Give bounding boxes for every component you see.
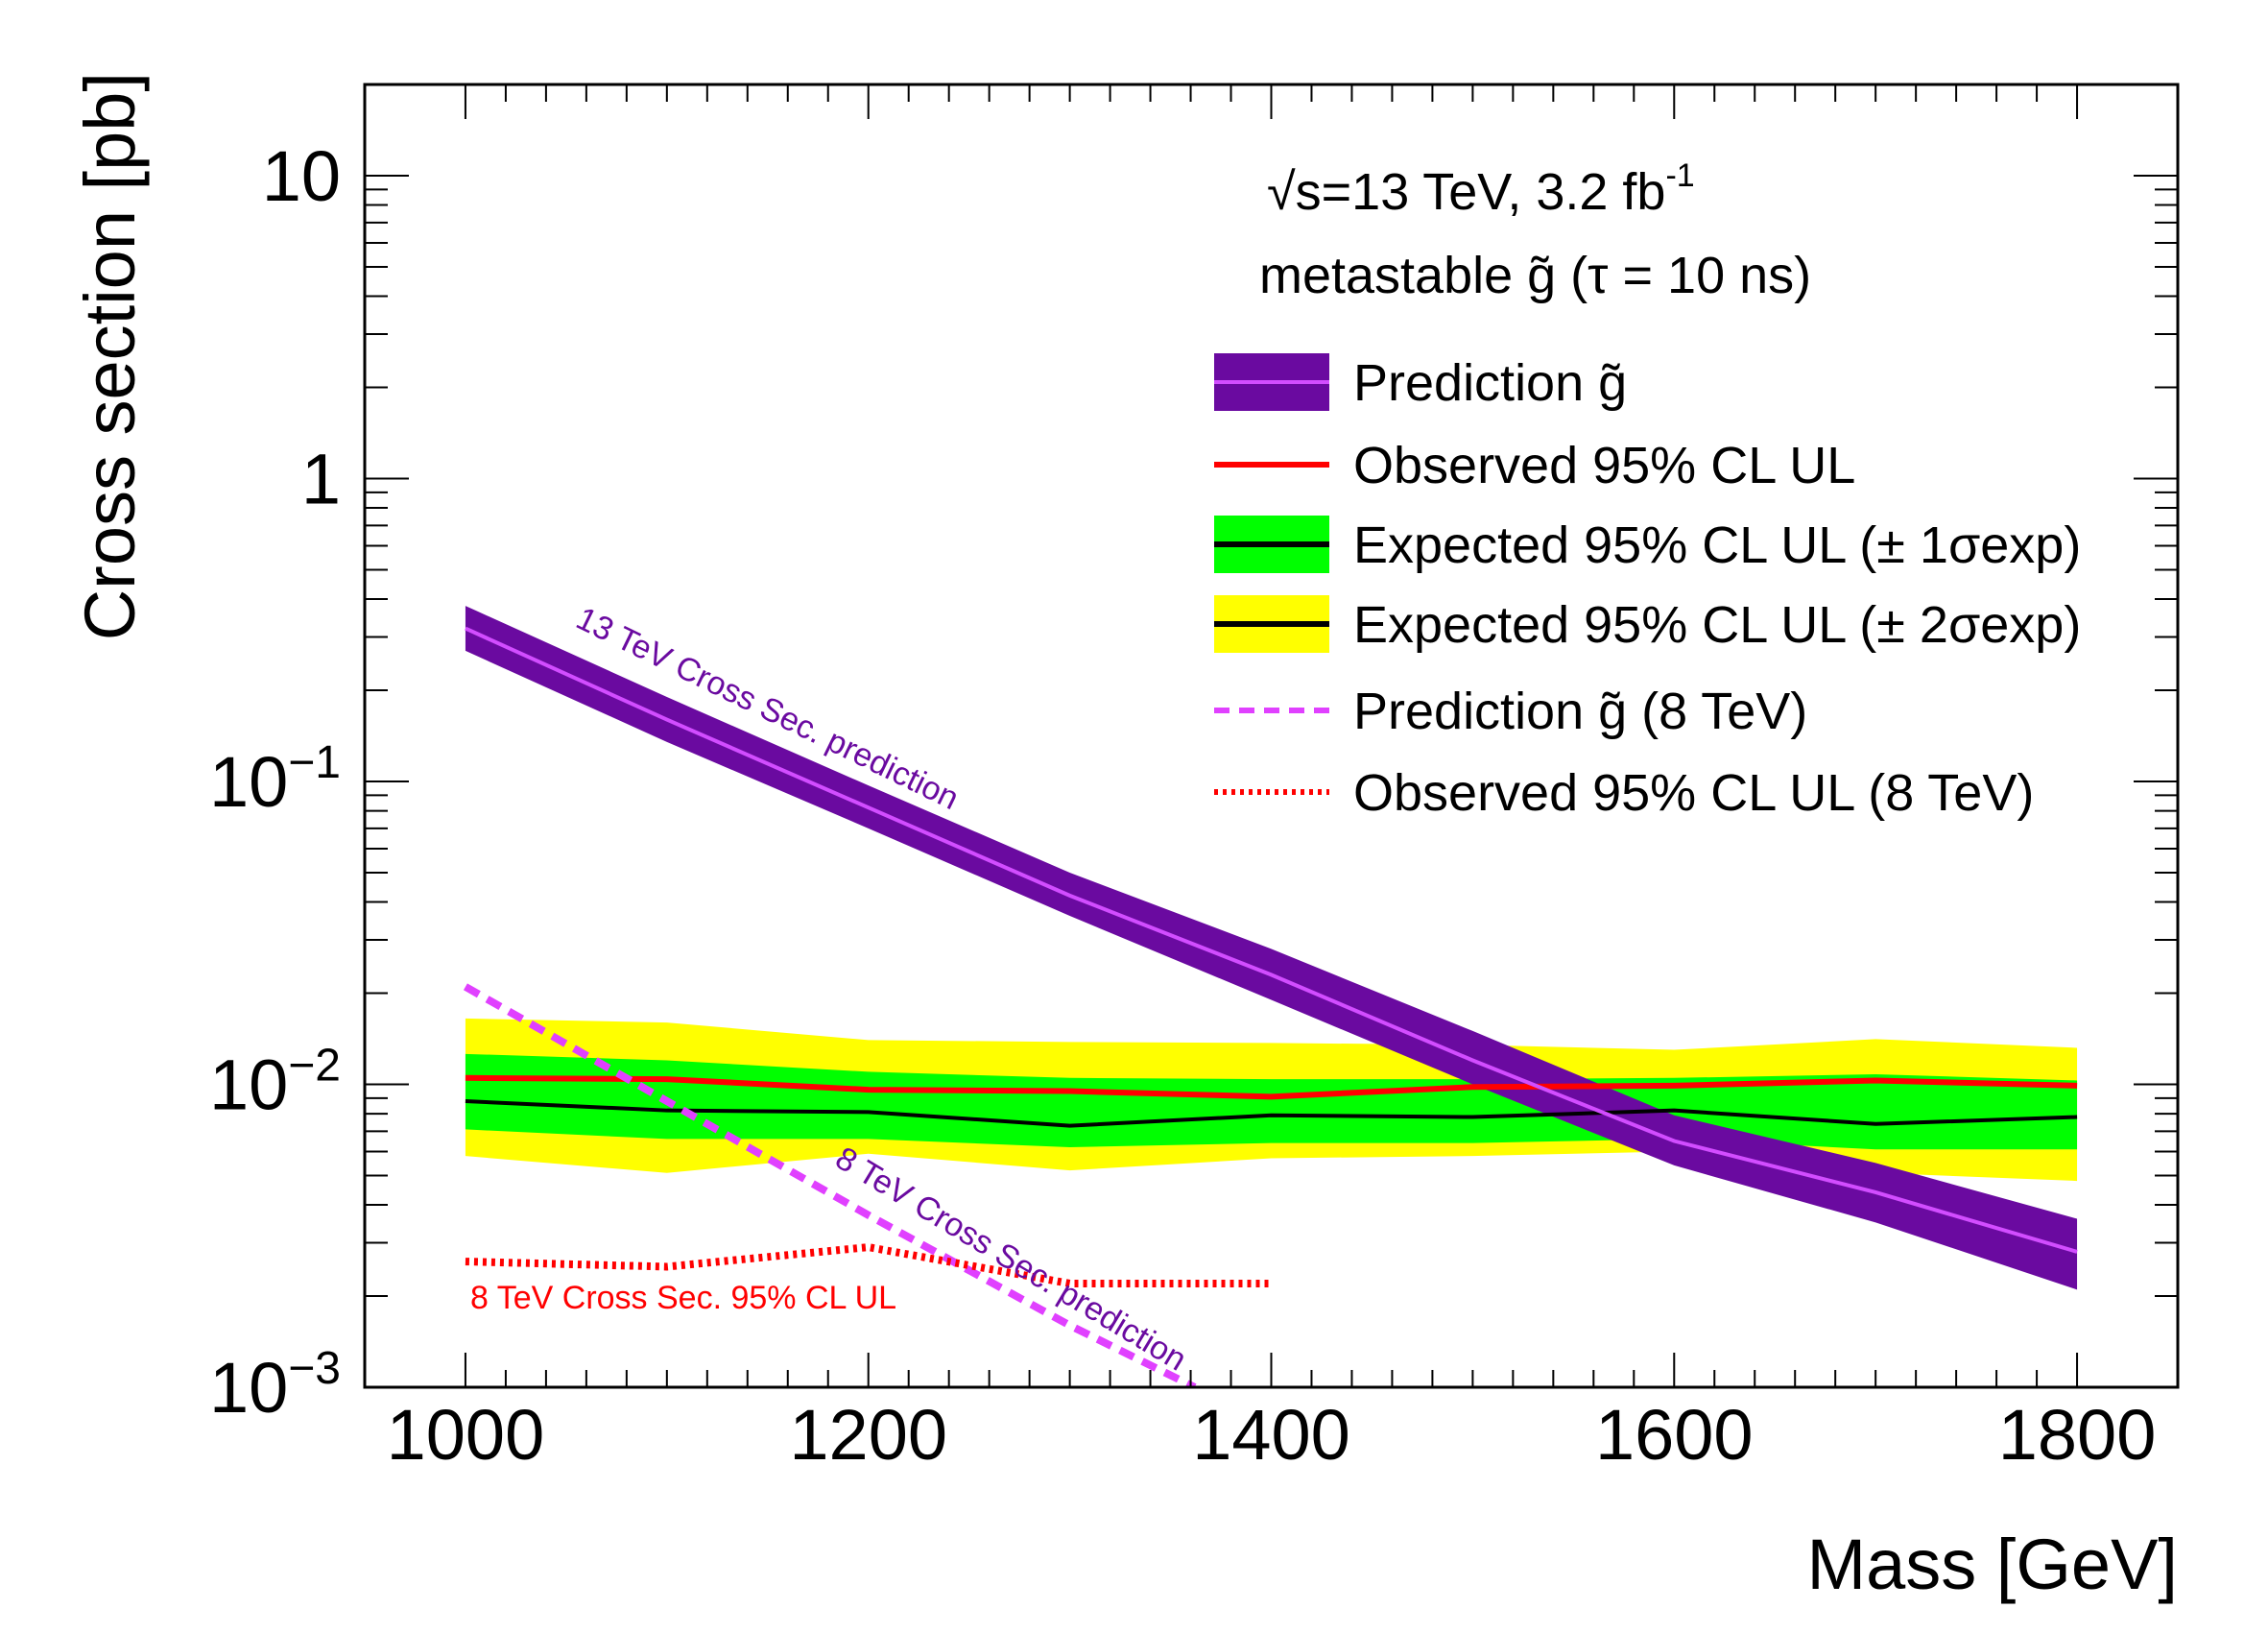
annotation-8tev-prediction: 8 TeV Cross Sec. prediction (829, 1140, 1193, 1378)
line-observed-95-cl-ul-8-tev (465, 1243, 1272, 1287)
y-tick-base: 10 (209, 742, 288, 822)
line-prediction-g (465, 626, 2078, 1254)
y-tick-base: 10 (262, 136, 341, 216)
line-observed-95-cl-ul (465, 1074, 2078, 1100)
y-tick-label: 10−3 (209, 1343, 341, 1428)
legend-label: Expected 95% CL UL (± 2σexp) (1353, 596, 2081, 654)
x-tick-label: 1000 (387, 1395, 545, 1475)
line-prediction-g-8-tev (463, 983, 1197, 1387)
legend-label: Expected 95% CL UL (± 1σexp) (1353, 516, 2081, 574)
ticks-layer (365, 84, 2178, 1388)
y-tick-base: 10 (209, 1348, 288, 1428)
x-axis-label: Mass [GeV] (1806, 1525, 2178, 1604)
y-tick-label: 10−1 (209, 737, 341, 822)
legend-label: Observed 95% CL UL (1353, 437, 1855, 494)
y-tick-label: 10−2 (209, 1040, 341, 1124)
annotation-8tev-ul: 8 TeV Cross Sec. 95% CL UL (470, 1280, 896, 1316)
y-tick-base: 10 (209, 1045, 288, 1124)
y-tick-exponent: −3 (288, 1343, 341, 1394)
x-tick-label: 1200 (789, 1395, 947, 1475)
x-tick-label: 1800 (1998, 1395, 2157, 1475)
energy-lumi-label: √s=13 TeV, 3.2 fb-1 (1267, 157, 1695, 221)
lumi-exponent: -1 (1665, 157, 1694, 194)
legend: Prediction g̃ Observed 95% CL UL Expected … (1214, 353, 2081, 822)
y-axis-label: Cross section [pb] (70, 72, 150, 640)
y-tick-label: 1 (301, 439, 341, 518)
legend-label: Prediction g̃ (8 TeV) (1353, 683, 1807, 740)
y-tick-exponent: −1 (288, 737, 341, 788)
x-tick-label: 1400 (1192, 1395, 1350, 1475)
energy-lumi-text: √s=13 TeV, 3.2 fb (1267, 163, 1665, 221)
legend-label: Prediction g̃ (1353, 354, 1627, 412)
x-tick-label: 1600 (1595, 1395, 1754, 1475)
band-prediction-g (465, 606, 2078, 1290)
y-tick-base: 1 (301, 439, 341, 518)
line-expected-95-cl-ul-1-exp (465, 1099, 2078, 1128)
lines-layer (463, 626, 2078, 1387)
y-tick-exponent: −2 (288, 1040, 341, 1091)
particle-label: metastable g̃ (τ = 10 ns) (1259, 247, 1811, 304)
legend-label: Observed 95% CL UL (8 TeV) (1353, 764, 2034, 822)
y-tick-label: 10 (262, 136, 341, 216)
